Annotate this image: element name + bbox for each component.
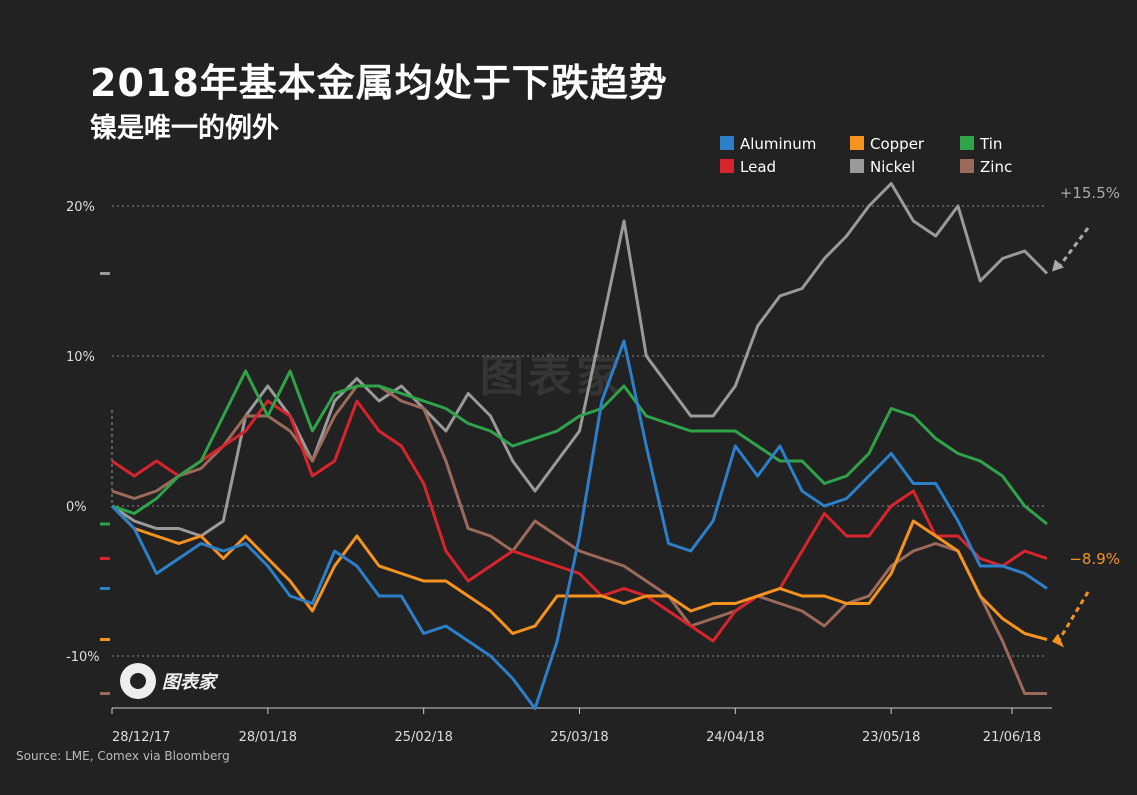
x-tick-label: 24/04/18 (706, 730, 764, 745)
y-tick-label: 0% (66, 500, 87, 515)
annotation-arrow-copper (1055, 591, 1090, 645)
x-tick-label: 23/05/18 (862, 730, 920, 745)
watermark: 图表家 (480, 351, 624, 402)
legend-swatch-aluminum (720, 136, 734, 150)
annotation-arrowhead-nickel (1052, 259, 1064, 272)
series-line-copper (110, 504, 1048, 641)
legend-label-tin: Tin (979, 135, 1002, 153)
legend-label-copper: Copper (870, 135, 925, 153)
annotation-arrow-nickel (1055, 227, 1090, 271)
series-line-nickel (111, 182, 1049, 538)
legend-label-nickel: Nickel (870, 158, 915, 176)
series-line-tin (111, 369, 1048, 526)
chart-subtitle: 镍是唯一的例外 (90, 113, 279, 144)
legend-swatch-nickel (850, 159, 864, 173)
x-tick-label: 25/03/18 (550, 730, 608, 745)
x-tick-label: 21/06/18 (983, 730, 1041, 745)
x-axis: 28/12/17 28/01/18 25/02/18 25/03/18 24/04/18… (111, 410, 1052, 745)
x-tick-label: 25/02/18 (394, 730, 452, 745)
legend-label-zinc: Zinc (980, 158, 1012, 176)
gridlines (112, 205, 1047, 657)
x-tick-label: 28/12/17 (112, 730, 170, 745)
x-tick-label: 28/01/18 (239, 730, 297, 745)
chart-title: 2018年基本金属均处于下跌趋势 (90, 61, 668, 105)
y-tick-label: -10% (66, 650, 100, 665)
legend-swatch-tin (960, 136, 974, 150)
logo-face-icon (120, 663, 156, 699)
source-note: Source: LME, Comex via Bloomberg (16, 749, 230, 763)
annotations: +15.5% −8.9% (1052, 184, 1120, 648)
logo-text: 图表家 (162, 672, 216, 693)
series-line-lead (111, 399, 1048, 643)
legend-label-lead: Lead (740, 158, 776, 176)
legend: Aluminum Copper Tin Lead Nickel Zinc (720, 135, 1012, 176)
legend-label-aluminum: Aluminum (740, 135, 816, 153)
legend-swatch-zinc (960, 159, 974, 173)
series-line-aluminum (110, 339, 1048, 710)
y-tick-label: 10% (66, 350, 95, 365)
legend-swatch-lead (720, 159, 734, 173)
annotation-arrowhead-copper (1052, 633, 1064, 648)
brand-logo: 图表家 (120, 663, 216, 699)
legend-swatch-copper (850, 136, 864, 150)
annotation-nickel: +15.5% (1060, 184, 1120, 202)
annotation-copper: −8.9% (1069, 550, 1120, 568)
y-axis-ticks: 20% 10% 0% -10% (66, 200, 100, 665)
y-tick-label: 20% (66, 200, 95, 215)
series-lines (100, 182, 1049, 710)
